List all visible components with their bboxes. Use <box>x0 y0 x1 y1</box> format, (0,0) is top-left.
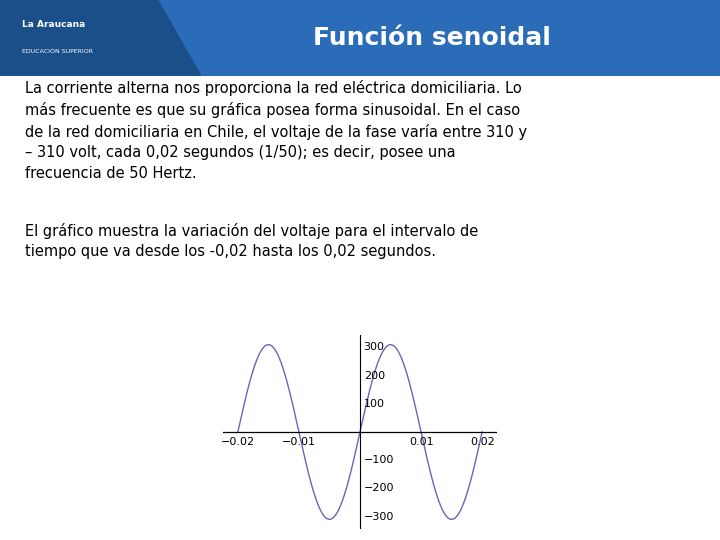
Text: EDUCACIÓN SUPERIOR: EDUCACIÓN SUPERIOR <box>22 49 93 54</box>
Text: La Araucana: La Araucana <box>22 19 85 29</box>
Text: −0.02: −0.02 <box>221 437 255 447</box>
Text: 0.02: 0.02 <box>469 437 495 447</box>
Polygon shape <box>0 0 202 76</box>
Text: −300: −300 <box>364 511 394 522</box>
Text: −0.01: −0.01 <box>282 437 316 447</box>
Text: La corriente alterna nos proporciona la red eléctrica domiciliaria. Lo
más frecu: La corriente alterna nos proporciona la … <box>25 80 527 181</box>
Text: Función senoidal: Función senoidal <box>313 26 551 50</box>
Text: 0.01: 0.01 <box>409 437 433 447</box>
FancyBboxPatch shape <box>0 0 720 76</box>
Text: 300: 300 <box>364 342 384 353</box>
Text: El gráfico muestra la variación del voltaje para el intervalo de
tiempo que va d: El gráfico muestra la variación del volt… <box>25 223 479 259</box>
Text: 100: 100 <box>364 399 384 409</box>
Text: −100: −100 <box>364 455 394 465</box>
Text: 200: 200 <box>364 370 384 381</box>
Text: −200: −200 <box>364 483 394 494</box>
